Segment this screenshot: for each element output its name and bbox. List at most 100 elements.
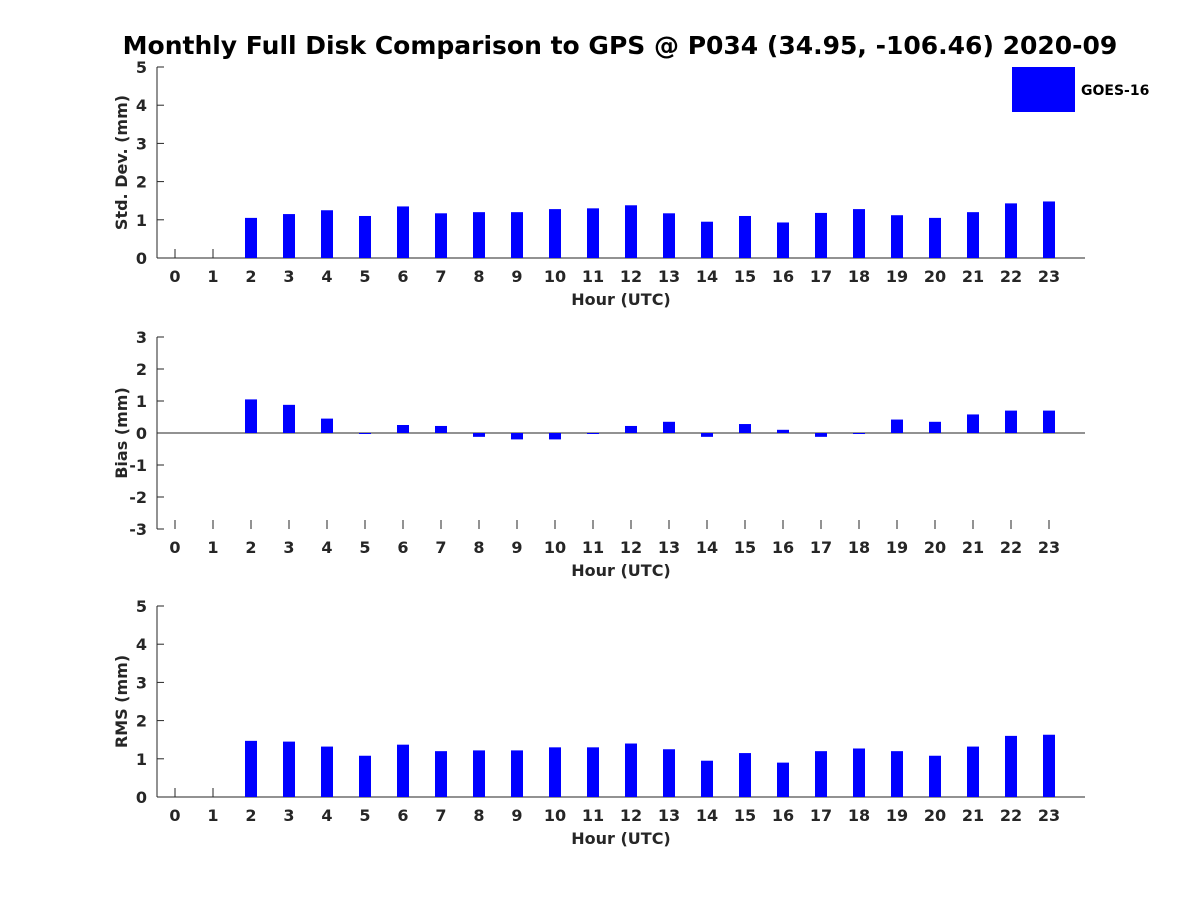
bar-hour-17 (815, 433, 827, 437)
y-tick-label: 2 (136, 360, 147, 379)
y-tick-label: 2 (136, 712, 147, 731)
x-axis-label: Hour (UTC) (571, 829, 671, 848)
x-tick-label: 2 (245, 538, 256, 557)
x-tick-label: 6 (397, 806, 408, 825)
x-tick-label: 11 (582, 806, 604, 825)
x-tick-label: 20 (924, 538, 946, 557)
bar-hour-2 (245, 399, 257, 433)
bar-hour-14 (701, 760, 713, 797)
bar-hour-5 (359, 755, 371, 797)
x-tick-label: 4 (321, 267, 332, 286)
bar-hour-11 (587, 433, 599, 434)
bar-hour-23 (1043, 201, 1055, 258)
x-tick-label: 14 (696, 267, 718, 286)
bar-hour-11 (587, 208, 599, 258)
bar-hour-11 (587, 747, 599, 797)
bar-hour-16 (777, 222, 789, 258)
x-tick-label: 18 (848, 806, 870, 825)
x-tick-label: 17 (810, 538, 832, 557)
y-tick-label: 2 (136, 173, 147, 192)
x-tick-label: 23 (1038, 806, 1060, 825)
bar-hour-19 (891, 419, 903, 433)
bar-hour-6 (397, 425, 409, 433)
x-tick-label: 7 (435, 538, 446, 557)
bar-hour-17 (815, 751, 827, 797)
x-tick-label: 5 (359, 538, 370, 557)
bar-hour-9 (511, 433, 523, 440)
bar-hour-23 (1043, 734, 1055, 797)
x-tick-label: 15 (734, 267, 756, 286)
x-tick-label: 21 (962, 538, 984, 557)
x-tick-label: 21 (962, 806, 984, 825)
x-tick-label: 8 (473, 806, 484, 825)
bar-hour-19 (891, 215, 903, 258)
bar-hour-13 (663, 213, 675, 258)
x-tick-label: 4 (321, 538, 332, 557)
bar-hour-10 (549, 747, 561, 797)
x-tick-label: 13 (658, 538, 680, 557)
y-tick-label: -3 (129, 520, 147, 539)
x-tick-label: 7 (435, 806, 446, 825)
x-tick-label: 17 (810, 267, 832, 286)
x-tick-label: 4 (321, 806, 332, 825)
x-tick-label: 13 (658, 806, 680, 825)
bar-hour-21 (967, 414, 979, 433)
bar-hour-20 (929, 421, 941, 433)
y-tick-label: 5 (136, 597, 147, 616)
bar-hour-4 (321, 210, 333, 258)
y-tick-label: 0 (136, 249, 147, 268)
x-tick-label: 14 (696, 806, 718, 825)
x-tick-label: 8 (473, 267, 484, 286)
x-tick-label: 10 (544, 538, 566, 557)
bar-hour-2 (245, 217, 257, 258)
y-tick-label: -1 (129, 456, 147, 475)
y-axis-label: RMS (mm) (112, 655, 131, 748)
x-tick-label: 20 (924, 806, 946, 825)
y-tick-label: 3 (136, 673, 147, 692)
bar-hour-10 (549, 433, 561, 440)
x-tick-label: 15 (734, 806, 756, 825)
bar-hour-19 (891, 751, 903, 797)
bar-hour-14 (701, 221, 713, 258)
x-tick-label: 14 (696, 538, 718, 557)
bar-hour-18 (853, 748, 865, 797)
y-tick-label: 1 (136, 392, 147, 411)
x-tick-label: 7 (435, 267, 446, 286)
x-axis-label: Hour (UTC) (571, 561, 671, 580)
x-tick-label: 16 (772, 806, 794, 825)
chart-title: Monthly Full Disk Comparison to GPS @ P0… (123, 31, 1118, 60)
x-tick-label: 20 (924, 267, 946, 286)
x-tick-label: 9 (511, 267, 522, 286)
y-tick-label: 0 (136, 788, 147, 807)
bar-hour-12 (625, 425, 637, 433)
x-tick-label: 19 (886, 267, 908, 286)
bar-hour-8 (473, 433, 485, 437)
x-tick-label: 0 (169, 538, 180, 557)
y-tick-label: 3 (136, 328, 147, 347)
x-tick-label: 2 (245, 267, 256, 286)
y-axis-label: Std. Dev. (mm) (112, 95, 131, 230)
bar-hour-16 (777, 429, 789, 433)
bar-hour-2 (245, 740, 257, 797)
bar-hour-14 (701, 433, 713, 437)
bar-hour-13 (663, 421, 675, 433)
bar-hour-9 (511, 212, 523, 258)
bar-hour-12 (625, 205, 637, 258)
bar-hour-17 (815, 212, 827, 258)
x-tick-label: 1 (207, 806, 218, 825)
x-tick-label: 0 (169, 806, 180, 825)
x-tick-label: 5 (359, 806, 370, 825)
y-tick-label: 5 (136, 58, 147, 77)
y-tick-label: -2 (129, 488, 147, 507)
bar-hour-4 (321, 418, 333, 433)
y-tick-label: 4 (136, 635, 147, 654)
y-tick-label: 1 (136, 211, 147, 230)
x-tick-label: 15 (734, 538, 756, 557)
x-tick-label: 5 (359, 267, 370, 286)
x-tick-label: 17 (810, 806, 832, 825)
x-tick-label: 12 (620, 267, 642, 286)
bar-hour-3 (283, 404, 295, 433)
x-tick-label: 10 (544, 267, 566, 286)
bar-hour-12 (625, 743, 637, 797)
